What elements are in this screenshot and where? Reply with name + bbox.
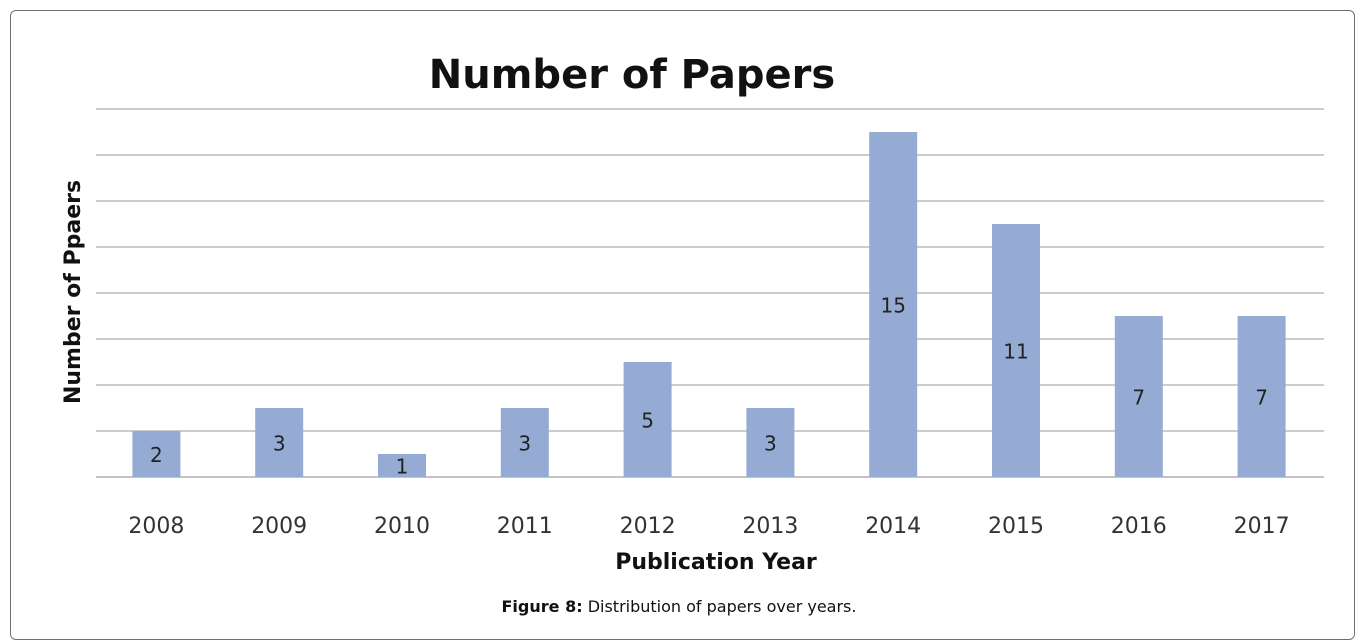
data-label-2016: 7 bbox=[1132, 386, 1145, 410]
caption-text: Distribution of papers over years. bbox=[582, 597, 857, 616]
x-tick-2017: 2017 bbox=[1234, 514, 1290, 539]
bar-2015 bbox=[992, 224, 1040, 477]
x-tick-2015: 2015 bbox=[988, 514, 1044, 539]
bar-2011 bbox=[500, 408, 549, 477]
x-tick-2009: 2009 bbox=[251, 514, 307, 539]
bar-2010 bbox=[378, 454, 426, 477]
bar-2016 bbox=[1114, 316, 1163, 477]
data-label-2017: 7 bbox=[1255, 386, 1268, 410]
x-tick-2011: 2011 bbox=[497, 514, 553, 539]
caption-label: Figure 8: bbox=[501, 597, 583, 616]
x-tick-2013: 2013 bbox=[742, 514, 798, 539]
value-labels: 2 3 1 3 5 3 15 11 7 7 bbox=[150, 294, 1268, 479]
data-label-2011: 3 bbox=[518, 432, 531, 456]
y-axis-label: Number of Ppaers bbox=[61, 180, 86, 404]
x-tick-2014: 2014 bbox=[865, 514, 921, 539]
data-label-2008: 2 bbox=[150, 443, 163, 467]
x-axis-label: Publication Year bbox=[615, 550, 817, 575]
x-tick-2010: 2010 bbox=[374, 514, 430, 539]
data-label-2013: 3 bbox=[764, 432, 777, 456]
data-label-2012: 5 bbox=[641, 409, 654, 433]
x-tick-2008: 2008 bbox=[128, 514, 184, 539]
figure-caption: Figure 8: Distribution of papers over ye… bbox=[0, 597, 1358, 616]
bar-2008 bbox=[132, 431, 181, 477]
x-tick-2016: 2016 bbox=[1111, 514, 1167, 539]
data-label-2014: 15 bbox=[880, 294, 905, 318]
data-label-2009: 3 bbox=[273, 432, 286, 456]
bars bbox=[132, 132, 1286, 477]
x-tick-labels: 2008 2009 2010 2011 2012 2013 2014 2015 2016 2017 bbox=[128, 514, 1289, 539]
bar-2012 bbox=[623, 362, 672, 477]
bar-2014 bbox=[869, 132, 918, 477]
bar-2013 bbox=[746, 408, 795, 477]
bar-2017 bbox=[1237, 316, 1286, 477]
x-tick-2012: 2012 bbox=[620, 514, 676, 539]
chart-title: Number of Papers bbox=[429, 52, 835, 98]
data-label-2010: 1 bbox=[396, 455, 409, 479]
bar-2009 bbox=[255, 408, 304, 477]
data-label-2015: 11 bbox=[1003, 340, 1028, 364]
